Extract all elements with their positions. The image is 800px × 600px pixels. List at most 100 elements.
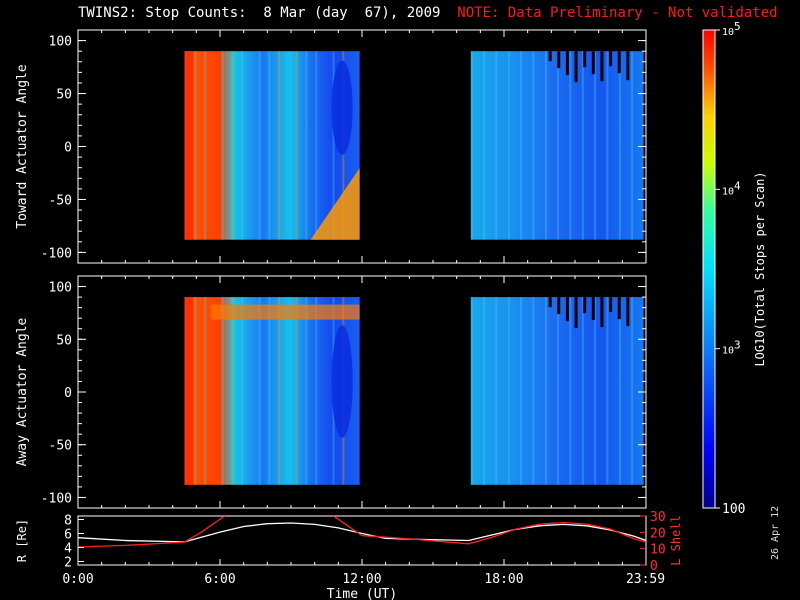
heatmap-hot-band <box>184 51 194 240</box>
heatmap-gap <box>600 51 604 82</box>
heatmap-stripe <box>241 51 244 240</box>
right-y-tick-label: 20 <box>650 526 666 541</box>
right-y-tick-label: 0 <box>650 559 658 574</box>
x-tick-label: 6:00 <box>204 572 235 587</box>
heatmap-stripe <box>231 297 234 485</box>
lshell-series-line <box>78 516 226 548</box>
heatmap-stripe <box>507 297 510 485</box>
colorbar-tick-label: 104 <box>722 179 741 197</box>
heatmap-stripe <box>532 51 535 240</box>
y-tick-label: 50 <box>56 88 72 103</box>
y-tick-label: 100 <box>49 281 72 296</box>
left-y-tick-label: 8 <box>64 514 72 529</box>
heatmap-gap <box>600 297 604 328</box>
heatmap-stripe <box>204 51 207 240</box>
y-tick-label: -50 <box>49 439 72 454</box>
heatmap-stripe <box>194 51 197 240</box>
heatmap-block <box>184 297 360 485</box>
heatmap-stripe <box>231 51 234 240</box>
heatmap-gap <box>609 297 613 313</box>
heatmap-panel-toward: 100 50 0 -50 -100 Toward Actuator Angle <box>15 29 647 264</box>
heatmap-stripe <box>495 297 498 485</box>
heatmap-stripe <box>295 297 298 485</box>
heatmap-stripe <box>631 51 634 240</box>
heatmap-block <box>470 297 644 485</box>
y-axis-label: Toward Actuator Angle <box>15 64 30 229</box>
y-tick-label: 0 <box>64 386 72 401</box>
chart-title: TWINS2: Stop Counts: 8 Mar (day 67), 200… <box>78 5 778 21</box>
heatmap-stripe <box>594 51 597 240</box>
heatmap-gap <box>626 51 630 81</box>
colorbar <box>702 29 716 509</box>
heatmap-stripe <box>258 51 261 240</box>
heatmap-stripe <box>520 51 523 240</box>
heatmap-gap <box>574 51 578 83</box>
heatmap-gap <box>548 297 552 308</box>
colorbar-tick-label: 100 <box>722 502 745 517</box>
heatmap-gap <box>591 51 595 75</box>
y-axis-label: Away Actuator Angle <box>15 317 30 466</box>
heatmap-stripe <box>221 51 224 240</box>
heatmap-gap <box>617 51 621 74</box>
left-y-tick-label: 6 <box>64 528 72 543</box>
heatmap-stripe <box>532 297 535 485</box>
heatmap-stripe <box>557 51 560 240</box>
heatmap-gap <box>548 51 552 62</box>
heatmap-hot-corner <box>310 168 360 240</box>
heatmap-stripe <box>258 297 261 485</box>
left-y-tick-label: 4 <box>64 542 72 557</box>
heatmap-stripe <box>544 51 547 240</box>
heatmap-stripe <box>618 51 621 240</box>
heatmap-stripe <box>594 297 597 485</box>
heatmap-gap <box>591 297 595 321</box>
heatmap-stripe <box>557 297 560 485</box>
heatmap-stripe <box>315 297 318 485</box>
x-tick-label: 18:00 <box>484 572 523 587</box>
heatmap-gap <box>557 51 561 69</box>
right-axis-label: L Shell <box>669 515 683 566</box>
title-main: TWINS2: Stop Counts: 8 Mar (day 67), 200… <box>78 5 441 21</box>
heatmap-stripe <box>305 297 308 485</box>
heatmap-stripe <box>520 297 523 485</box>
heatmap-stripe <box>268 297 271 485</box>
left-axis-label: R [Re] <box>15 519 29 562</box>
heatmap-stripe <box>507 51 510 240</box>
heatmap-panel-away: 100 50 0 -50 -100 Away Actuator Angle <box>15 275 647 509</box>
heatmap-gap <box>565 297 569 322</box>
heatmap-block <box>184 51 360 240</box>
heatmap-stripe <box>569 297 572 485</box>
heatmap-gap <box>626 297 630 327</box>
heatmap-stripe <box>204 297 207 485</box>
y-tick-label: -50 <box>49 193 72 208</box>
right-y-tick-label: 10 <box>650 543 666 558</box>
x-tick-label: 12:00 <box>342 572 381 587</box>
heatmap-stripe <box>221 297 224 485</box>
heatmap-hot-band <box>184 297 194 485</box>
heatmap-stripe <box>241 297 244 485</box>
heatmap-stripe <box>278 297 281 485</box>
heatmap-low-region <box>331 325 353 438</box>
heatmap-gap <box>574 297 578 329</box>
heatmap-stripe <box>305 51 308 240</box>
heatmap-gap <box>583 51 587 68</box>
heatmap-stripe <box>194 297 197 485</box>
heatmap-low-region <box>331 60 353 155</box>
heatmap-stripe <box>315 51 318 240</box>
heatmap-stripe <box>495 51 498 240</box>
heatmap-gap <box>617 297 621 320</box>
heatmap-stripe <box>470 297 473 485</box>
heatmap-stripe <box>581 51 584 240</box>
heatmap-stripe <box>631 297 634 485</box>
left-y-tick-label: 2 <box>64 556 72 571</box>
heatmap-gap <box>557 297 561 315</box>
heatmap-stripe <box>544 297 547 485</box>
y-tick-label: -100 <box>41 246 72 261</box>
title-note: NOTE: Data Preliminary - Not validated <box>457 5 778 21</box>
heatmap-stripe <box>483 51 486 240</box>
date-stamp: 26 Apr 12 <box>770 505 781 560</box>
heatmap-gap <box>565 51 569 76</box>
heatmap-stripe <box>606 51 609 240</box>
plot-frame <box>77 515 647 566</box>
